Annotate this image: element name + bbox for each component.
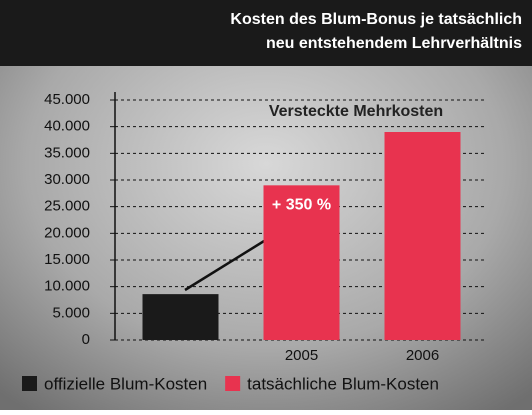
y-tick-label: 15.000 (44, 251, 90, 268)
y-tick-label: 5.000 (52, 304, 90, 321)
legend-swatch (225, 376, 240, 391)
legend-swatch (22, 376, 37, 391)
x-tick-label: 2006 (406, 347, 439, 364)
y-tick-label: 35.000 (44, 144, 90, 161)
annotation: Versteckte Mehrkosten (269, 103, 443, 120)
bar (143, 294, 219, 340)
title-line: neu entstehendem Lehrverhältnis (266, 35, 522, 52)
y-tick-label: 10.000 (44, 278, 90, 295)
header (0, 0, 532, 66)
y-tick-label: 40.000 (44, 118, 90, 135)
x-tick-label: 2005 (285, 347, 318, 364)
legend-label: tatsächliche Blum-Kosten (247, 374, 439, 393)
bar (385, 132, 461, 340)
y-tick-label: 30.000 (44, 171, 90, 188)
y-tick-label: 45.000 (44, 91, 90, 108)
annotation: + 350 % (272, 197, 331, 214)
chart: Kosten des Blum-Bonus je tatsächlich neu… (0, 0, 532, 410)
y-tick-label: 0 (82, 331, 90, 348)
y-tick-label: 20.000 (44, 224, 90, 241)
title-line: Kosten des Blum-Bonus je tatsächlich (230, 11, 522, 28)
y-tick-label: 25.000 (44, 198, 90, 215)
legend-label: offizielle Blum-Kosten (44, 374, 207, 393)
